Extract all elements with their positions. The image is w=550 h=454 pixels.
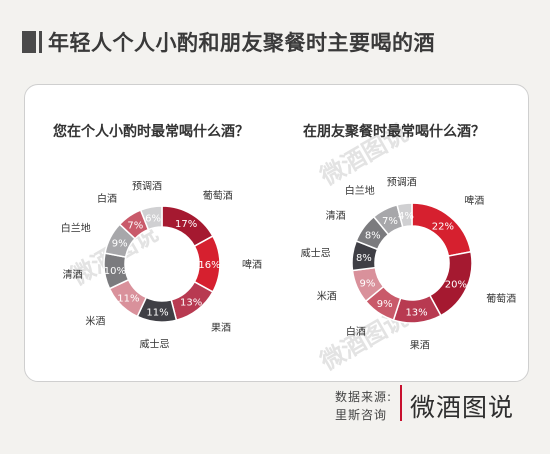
page-title-bar: 年轻人个人小酌和朋友聚餐时主要喝的酒 <box>22 28 435 56</box>
slice-category-label: 果酒 <box>211 322 231 334</box>
slice-value-label: 13% <box>180 298 202 309</box>
slice-value-label: 7% <box>382 216 398 227</box>
slice-category-label: 白酒 <box>97 192 117 205</box>
slice-category-label: 葡萄酒 <box>486 292 516 305</box>
title-bar-icon <box>39 31 42 53</box>
donut-slice <box>139 205 163 231</box>
slice-value-label: 9% <box>377 299 393 310</box>
slice-category-label: 清酒 <box>326 209 346 222</box>
slice-value-label: 16% <box>198 260 220 271</box>
slice-category-label: 啤酒 <box>464 195 484 207</box>
slice-category-label: 葡萄酒 <box>203 189 233 202</box>
slice-category-label: 清酒 <box>63 268 83 281</box>
donut-charts: 17% 葡萄酒 16% 啤酒 13% 果酒 11% 威士忌 11% 米酒 10% 清酒 9% 白兰地 7% 白… <box>61 177 516 352</box>
slice-value-label: 9% <box>360 278 376 289</box>
slice-value-label: 4% <box>398 211 414 222</box>
chart-1-title: 您在个人小酌时最常喝什么酒？ <box>53 124 249 140</box>
slice-category-label: 果酒 <box>410 340 430 352</box>
slice-value-label: 8% <box>365 230 381 241</box>
slice-value-label: 20% <box>445 280 467 291</box>
slice-value-label: 22% <box>432 222 454 233</box>
slice-category-label: 威士忌 <box>139 338 169 351</box>
slice-category-label: 白兰地 <box>61 222 91 235</box>
slice-value-label: 6% <box>145 213 161 224</box>
slice-category-label: 威士忌 <box>301 247 331 260</box>
slice-category-label: 预调酒 <box>132 180 162 192</box>
source-divider <box>400 385 402 421</box>
slice-category-label: 白酒 <box>346 325 366 338</box>
slice-category-label: 米酒 <box>85 315 105 328</box>
brand-logo: 微酒图说 <box>410 393 515 422</box>
charts-panel: 微酒图说 微酒图说 微酒图说 您在个人小酌时最常喝什么酒？ 在朋友聚餐时最常喝什… <box>24 84 529 382</box>
slice-value-label: 11% <box>146 307 168 318</box>
slice-value-label: 7% <box>127 221 143 232</box>
slice-value-label: 11% <box>117 294 139 305</box>
title-block-icon <box>22 31 36 53</box>
donut-slice <box>396 202 413 229</box>
slice-category-label: 白兰地 <box>345 184 375 197</box>
page-title: 年轻人个人小酌和朋友聚餐时主要喝的酒 <box>48 31 435 55</box>
source-name: 里斯咨询 <box>335 408 388 422</box>
chart-2-title: 在朋友聚餐时最常喝什么酒？ <box>303 124 485 140</box>
slice-category-label: 米酒 <box>317 290 337 303</box>
slice-value-label: 17% <box>175 219 197 230</box>
slice-value-label: 8% <box>356 253 372 264</box>
slice-value-label: 10% <box>104 266 126 277</box>
slice-value-label: 9% <box>112 238 128 249</box>
source-label: 数据来源: <box>335 390 393 404</box>
slice-category-label: 啤酒 <box>242 259 262 271</box>
slice-value-label: 13% <box>405 307 427 318</box>
slice-category-label: 预调酒 <box>387 177 417 189</box>
